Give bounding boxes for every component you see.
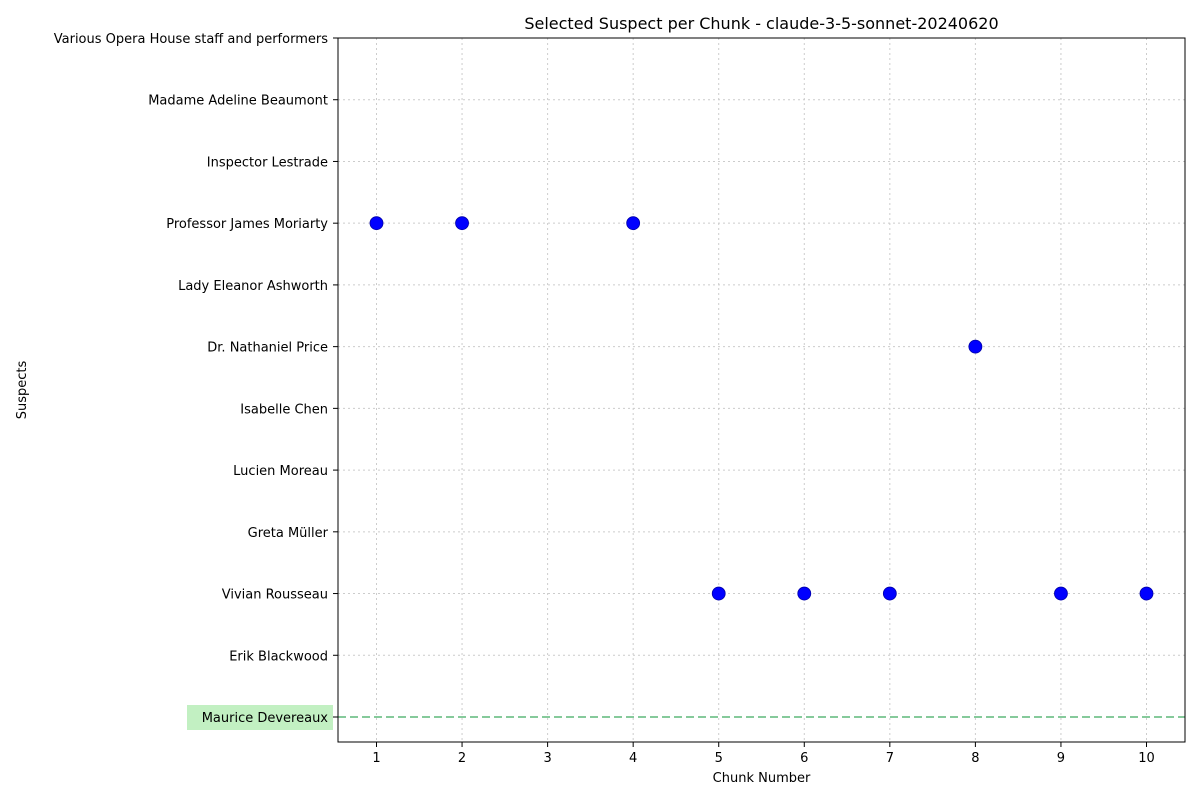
y-tick-label: Isabelle Chen <box>240 402 328 417</box>
y-tick-label: Various Opera House staff and performers <box>54 32 328 47</box>
y-tick-label: Vivian Rousseau <box>222 588 328 603</box>
data-point <box>626 216 641 231</box>
x-axis: 1 2 3 4 5 6 7 8 9 10 <box>372 742 1155 766</box>
x-tick-label: 9 <box>1057 751 1065 766</box>
y-tick-label: Maurice Devereaux <box>202 711 329 726</box>
data-point <box>797 586 812 601</box>
x-tick-label: 10 <box>1138 751 1155 766</box>
x-axis-title: Chunk Number <box>713 771 811 786</box>
x-tick-label: 6 <box>800 751 808 766</box>
data-point <box>968 339 983 354</box>
y-tick-label: Lady Eleanor Ashworth <box>178 279 328 294</box>
y-tick-label: Erik Blackwood <box>229 649 328 664</box>
x-tick-label: 3 <box>543 751 551 766</box>
data-point <box>1139 586 1154 601</box>
points-layer <box>369 216 1154 601</box>
data-point <box>711 586 726 601</box>
x-tick-label: 5 <box>715 751 723 766</box>
x-tick-label: 7 <box>886 751 894 766</box>
y-tick-label: Dr. Nathaniel Price <box>207 341 328 356</box>
x-tick-label: 1 <box>372 751 380 766</box>
data-point <box>369 216 384 231</box>
y-tick-label: Professor James Moriarty <box>166 217 328 232</box>
x-tick-label: 4 <box>629 751 637 766</box>
chart-title: Selected Suspect per Chunk - claude-3-5-… <box>524 14 998 33</box>
y-tick-label: Lucien Moreau <box>233 464 328 479</box>
x-tick-label: 8 <box>971 751 979 766</box>
grid-layer <box>338 37 1185 742</box>
x-tick-label: 2 <box>458 751 466 766</box>
plot-frame <box>337 37 1186 743</box>
data-point <box>882 586 897 601</box>
y-tick-label: Greta Müller <box>248 526 329 541</box>
y-axis-title: Suspects <box>15 361 30 420</box>
data-point <box>1054 586 1068 601</box>
y-axis: Maurice Devereaux Erik Blackwood Vivian Ro… <box>54 32 338 730</box>
highlight-label-background <box>187 705 333 730</box>
data-point <box>455 216 469 231</box>
y-tick-label: Madame Adeline Beaumont <box>148 94 328 109</box>
y-tick-label: Inspector Lestrade <box>207 155 328 170</box>
